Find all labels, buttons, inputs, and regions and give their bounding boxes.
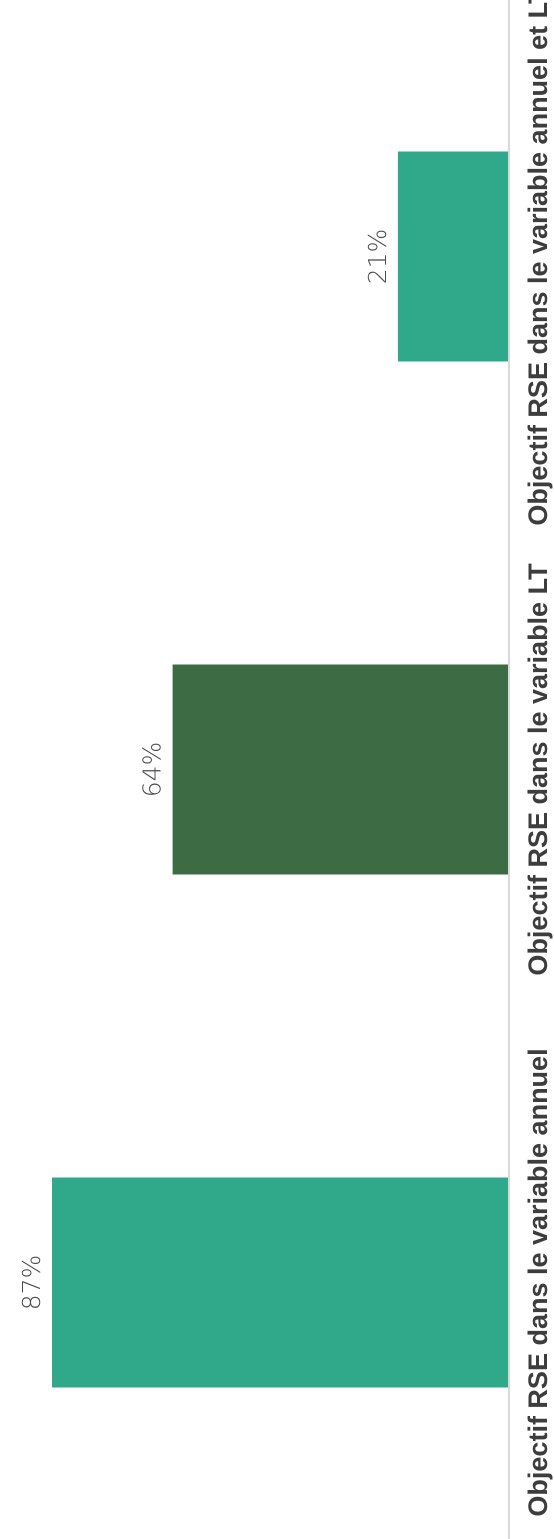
category-label-1: Objectif RSE dans le variable annuel [523, 1048, 553, 1516]
value-label-2: 64% [138, 742, 167, 798]
bar-1 [52, 1177, 508, 1388]
bar-2 [172, 664, 508, 875]
value-label-1: 87% [17, 1255, 46, 1311]
category-label-3: Objectif RSE dans le variable annuel et … [523, 0, 553, 526]
bar-3 [397, 151, 508, 362]
category-label-2: Objectif RSE dans le variable LT [523, 563, 553, 976]
value-label-3: 21% [363, 229, 392, 285]
